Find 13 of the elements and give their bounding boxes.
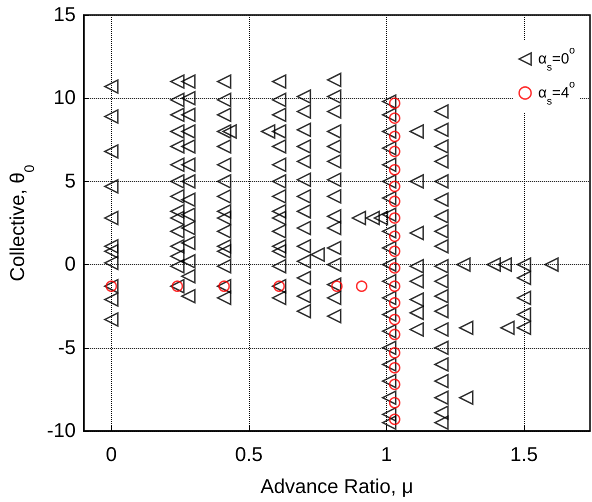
y-axis-title: Collective, θ0 [7,164,37,282]
y-tick-label: 15 [54,4,76,26]
y-tick-label: -5 [58,336,76,359]
x-tick-label: 0.5 [234,444,263,466]
x-tick-label: 0 [106,444,117,466]
point [356,280,368,292]
x-tick-label: 1 [380,444,392,466]
x-axis-title: Advance Ratio, μ [260,476,414,498]
y-tick-label: 5 [64,170,76,192]
y-tick-label: 10 [54,87,76,110]
y-tick-label: -10 [46,420,76,442]
y-tick-label: 0 [64,254,76,276]
x-tick-label: 1.5 [510,444,538,466]
